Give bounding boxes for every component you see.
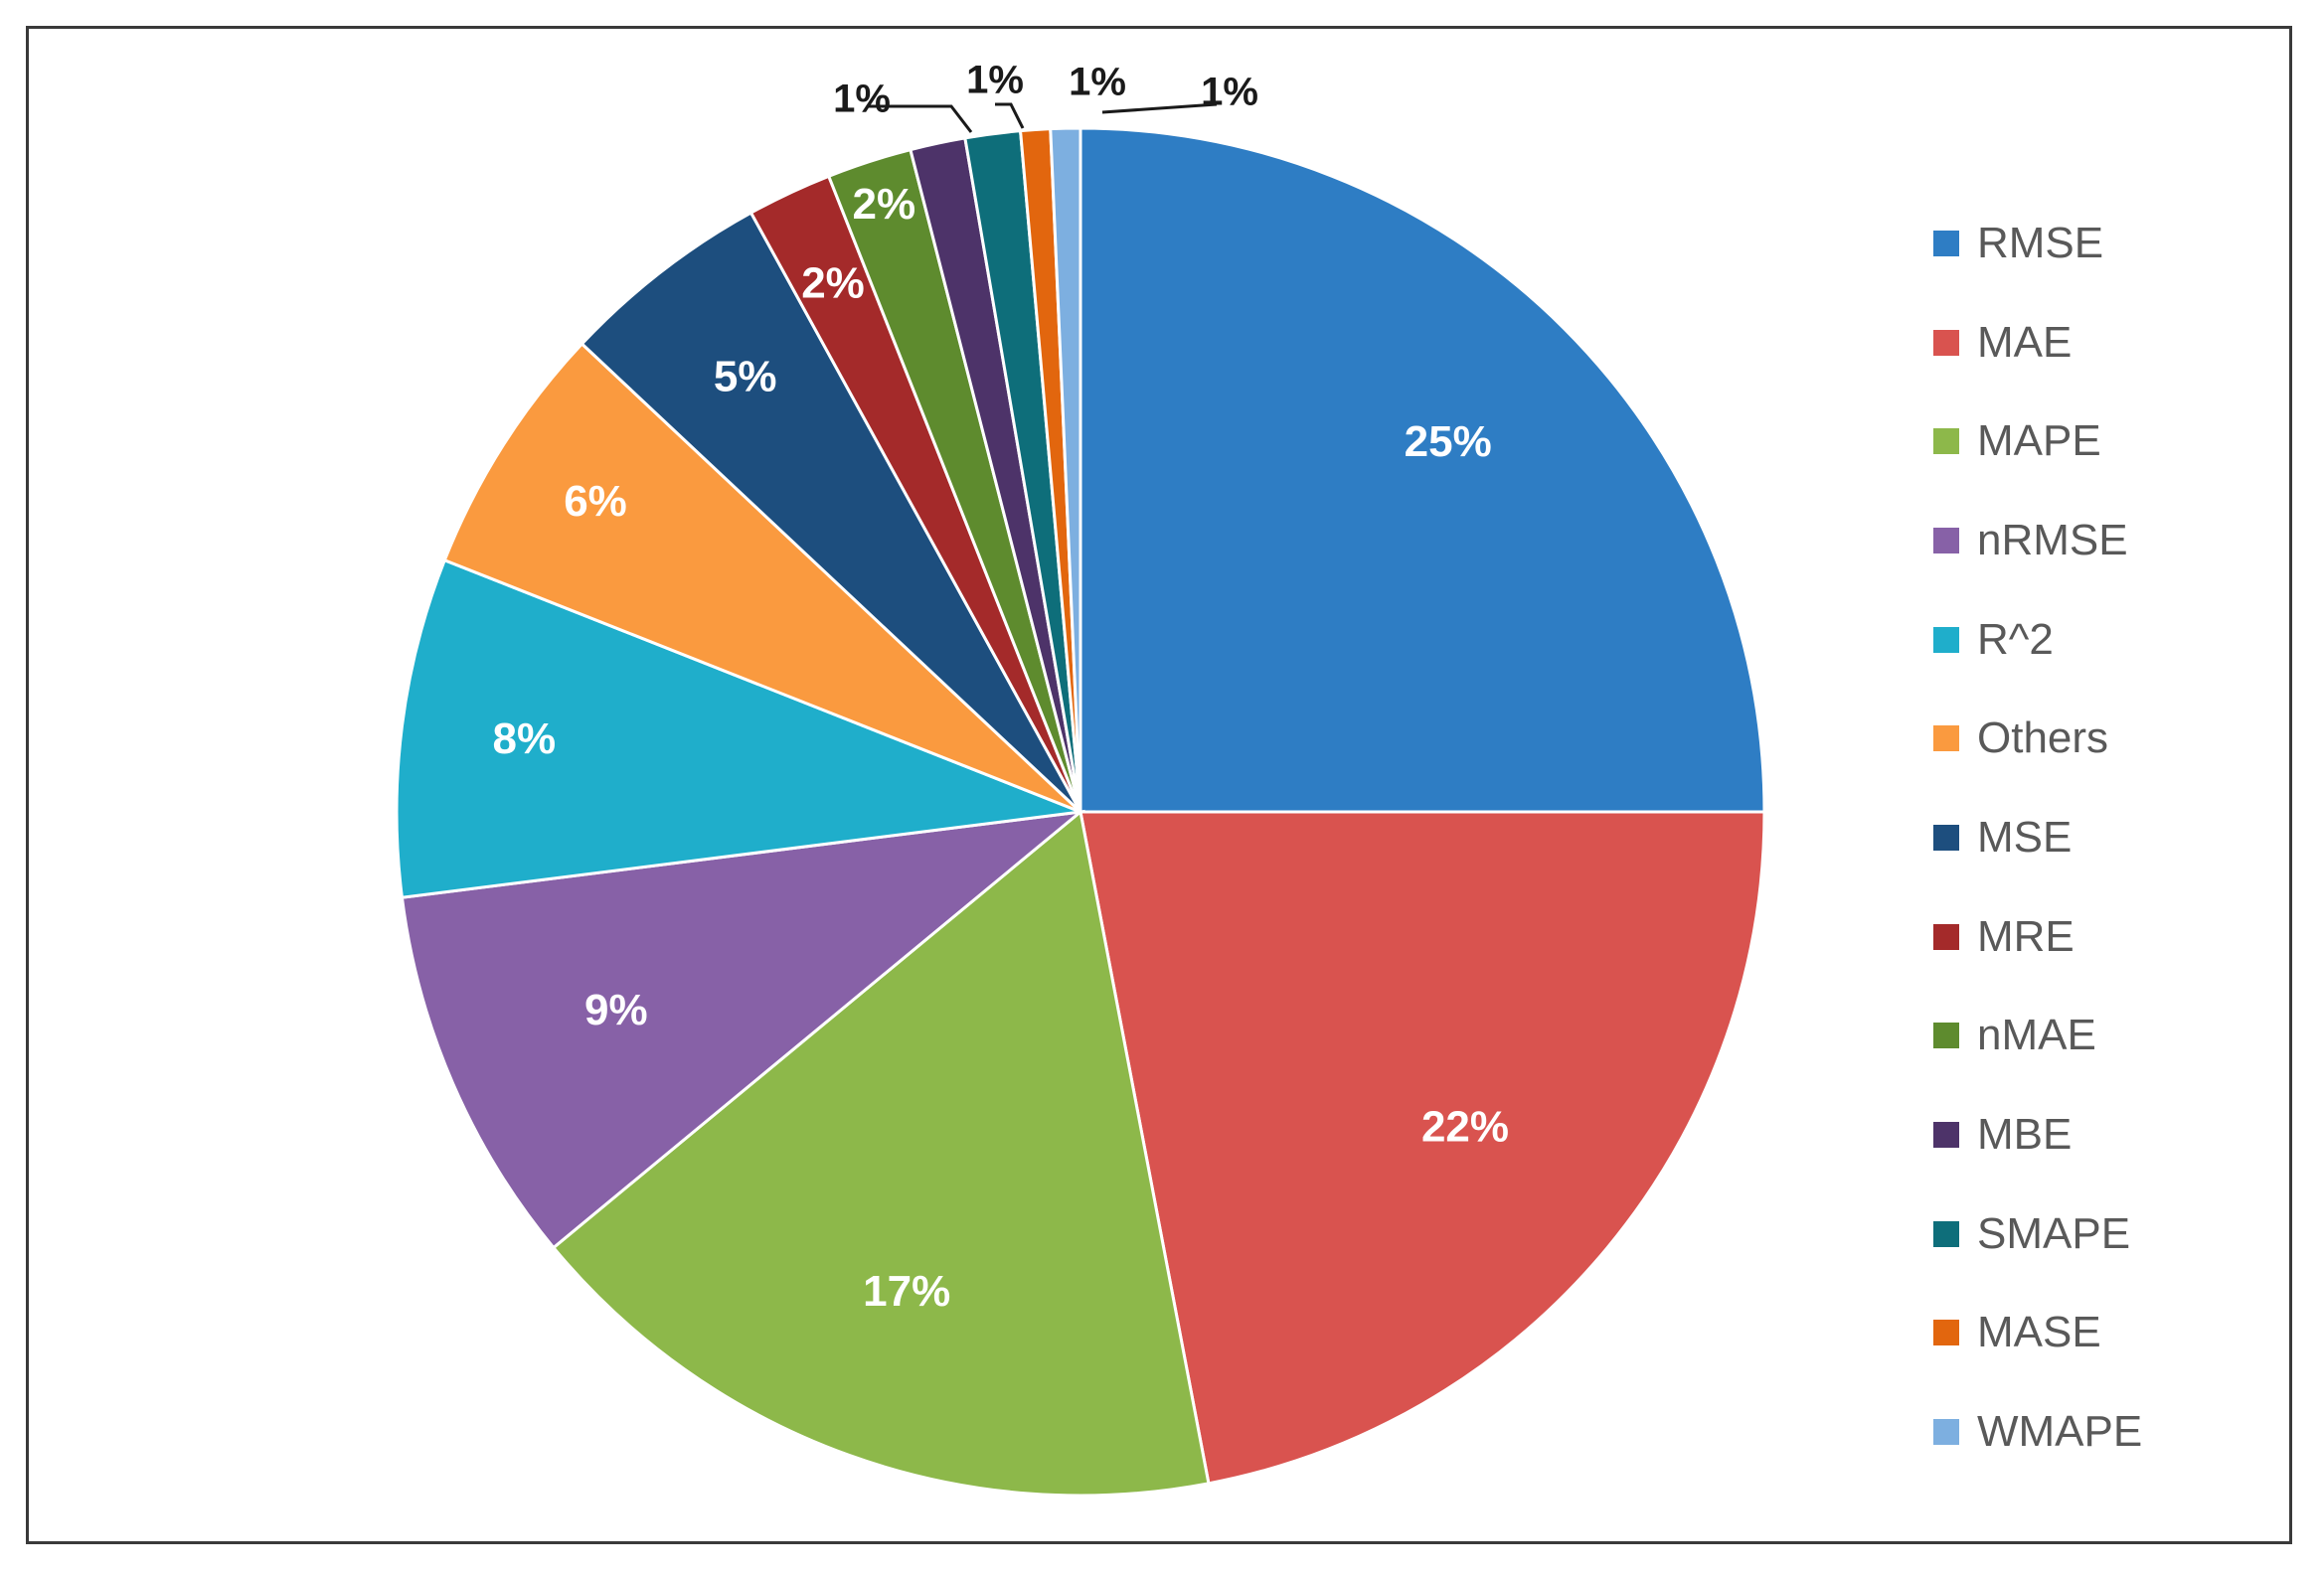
slice-label-mape: 17% [863,1267,950,1316]
legend-item-mape: MAPE [1933,392,2142,491]
legend-swatch [1933,725,1959,752]
legend-item-mae: MAE [1933,293,2142,393]
pie-slice-r-2 [395,557,1081,899]
leader-line-wmape [1101,102,1218,114]
pie-slices [395,126,1766,1498]
legend-label: nRMSE [1977,515,2128,564]
legend-label: nMAE [1977,1011,2096,1060]
pie-slice-mae [1079,810,1766,1486]
slice-label-wmape: 1% [1201,71,1258,114]
slice-label-nrmse: 9% [584,986,648,1034]
pie-slice-nrmse [400,809,1085,1250]
legend-swatch [1933,329,1959,356]
legend-item-others: Others [1933,689,2142,788]
legend-item-nmae: nMAE [1933,987,2142,1086]
legend-swatch [1933,923,1959,950]
legend-label: RMSE [1977,218,2104,267]
slice-label-mbe: 1% [833,78,891,121]
legend-label: MRE [1977,911,2075,961]
legend-swatch [1933,428,1959,455]
leader-line-mbe [867,104,973,133]
legend-item-mase: MASE [1933,1284,2142,1383]
legend-swatch [1933,626,1959,653]
legend-item-mre: MRE [1933,887,2142,987]
legend-item-smape: SMAPE [1933,1184,2142,1284]
pie-slice-mse [580,211,1082,814]
legend-swatch [1933,1023,1959,1049]
pie-slice-rmse [1079,126,1766,814]
legend-item-rmse: RMSE [1933,194,2142,293]
slice-label-smape: 1% [966,59,1024,102]
legend-swatch [1933,1419,1959,1446]
legend-item-r-2: R^2 [1933,590,2142,690]
legend-swatch [1933,1122,1959,1149]
legend-item-wmape: WMAPE [1933,1382,2142,1482]
slice-label-r-2: 8% [493,714,557,763]
legend-label: WMAPE [1977,1407,2143,1457]
legend: RMSE MAE MAPE nRMSE R^2 Others MSE MRE nMAE MBE SM… [1933,194,2142,1482]
legend-swatch [1933,824,1959,851]
legend-label: R^2 [1977,614,2054,664]
legend-item-nrmse: nRMSE [1933,491,2142,590]
legend-label: Others [1977,713,2109,763]
slice-label-mse: 5% [714,353,777,401]
slice-label-nmae: 2% [853,180,916,229]
slice-label-mae: 22% [1421,1103,1509,1152]
pie-slice-others [442,341,1082,814]
slice-label-mre: 2% [801,259,865,308]
pie-chart: 25% 22% 17% 9% 8% 6% 5% 2% 2% 1% 1% 1% 1% [395,59,1766,1498]
legend-label: MBE [1977,1110,2073,1160]
legend-label: MAPE [1977,416,2101,466]
pie-slice-mape [551,809,1211,1498]
slice-label-mase: 1% [1069,61,1126,104]
legend-swatch [1933,230,1959,256]
legend-label: MAE [1977,317,2073,367]
slice-label-others: 6% [564,477,627,526]
legend-label: MSE [1977,812,2073,862]
legend-label: SMAPE [1977,1208,2131,1258]
legend-item-mse: MSE [1933,788,2142,887]
legend-item-mbe: MBE [1933,1085,2142,1184]
legend-label: MASE [1977,1308,2101,1357]
legend-swatch [1933,1320,1959,1346]
pie-labels: 25% 22% 17% 9% 8% 6% 5% 2% 2% 1% 1% 1% 1% [493,59,1510,1317]
pie-slice-wmape [1049,126,1082,813]
legend-swatch [1933,1220,1959,1247]
chart-frame: 25% 22% 17% 9% 8% 6% 5% 2% 2% 1% 1% 1% 1% RMSE MAE MAP… [26,26,2292,1544]
legend-swatch [1933,527,1959,553]
slice-label-rmse: 25% [1405,417,1492,466]
leader-line-smape [995,102,1025,129]
